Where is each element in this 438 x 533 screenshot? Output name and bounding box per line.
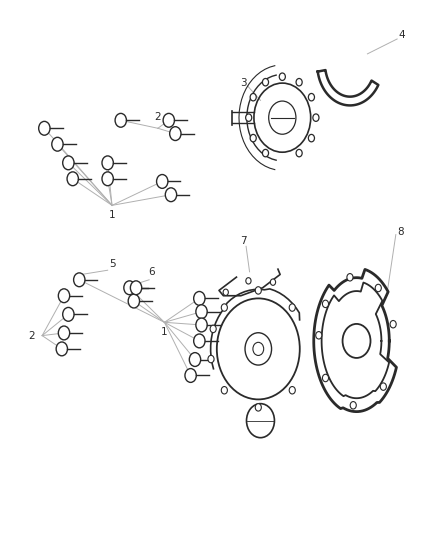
Text: 3: 3 <box>240 78 246 88</box>
Text: 7: 7 <box>240 236 246 246</box>
Circle shape <box>63 308 74 321</box>
Circle shape <box>316 332 322 339</box>
Circle shape <box>52 138 63 151</box>
Text: 8: 8 <box>397 227 403 237</box>
Circle shape <box>194 292 205 305</box>
Circle shape <box>255 403 261 411</box>
Circle shape <box>170 127 181 141</box>
Circle shape <box>208 356 214 363</box>
Circle shape <box>322 374 328 382</box>
Circle shape <box>185 368 196 382</box>
Circle shape <box>196 305 207 319</box>
Circle shape <box>246 114 252 122</box>
Circle shape <box>296 149 302 157</box>
Circle shape <box>102 172 113 185</box>
Circle shape <box>308 93 314 101</box>
Circle shape <box>223 289 228 295</box>
Circle shape <box>189 353 201 367</box>
Circle shape <box>270 279 276 285</box>
Circle shape <box>390 320 396 328</box>
Circle shape <box>56 342 67 356</box>
Circle shape <box>58 326 70 340</box>
Circle shape <box>308 134 314 142</box>
Circle shape <box>128 294 140 308</box>
Circle shape <box>296 78 302 86</box>
Circle shape <box>246 278 251 284</box>
Circle shape <box>63 156 74 169</box>
Circle shape <box>163 114 174 127</box>
Circle shape <box>250 93 256 101</box>
Circle shape <box>156 174 168 188</box>
Circle shape <box>289 304 295 311</box>
Text: 5: 5 <box>109 259 115 269</box>
Circle shape <box>380 383 386 390</box>
Circle shape <box>102 156 113 169</box>
Text: 6: 6 <box>148 267 155 277</box>
Circle shape <box>289 386 295 394</box>
Circle shape <box>39 122 50 135</box>
Circle shape <box>124 281 135 295</box>
Text: 2: 2 <box>28 330 35 341</box>
Circle shape <box>375 284 381 292</box>
Circle shape <box>250 134 256 142</box>
Circle shape <box>67 172 78 185</box>
Circle shape <box>221 304 227 311</box>
Circle shape <box>313 114 319 122</box>
Circle shape <box>194 334 205 348</box>
Circle shape <box>262 78 268 86</box>
Circle shape <box>347 273 353 281</box>
Circle shape <box>279 73 286 80</box>
Circle shape <box>350 401 356 409</box>
Circle shape <box>115 114 127 127</box>
Text: 2: 2 <box>155 111 161 122</box>
Circle shape <box>322 300 328 308</box>
Text: 4: 4 <box>398 30 405 41</box>
Circle shape <box>165 188 177 201</box>
Circle shape <box>58 289 70 303</box>
Circle shape <box>74 273 85 287</box>
Circle shape <box>210 325 216 333</box>
Circle shape <box>255 287 261 294</box>
Circle shape <box>196 318 207 332</box>
Text: 1: 1 <box>161 327 168 337</box>
Circle shape <box>262 149 268 157</box>
Circle shape <box>221 386 227 394</box>
Circle shape <box>131 281 142 295</box>
Text: 1: 1 <box>109 210 115 220</box>
